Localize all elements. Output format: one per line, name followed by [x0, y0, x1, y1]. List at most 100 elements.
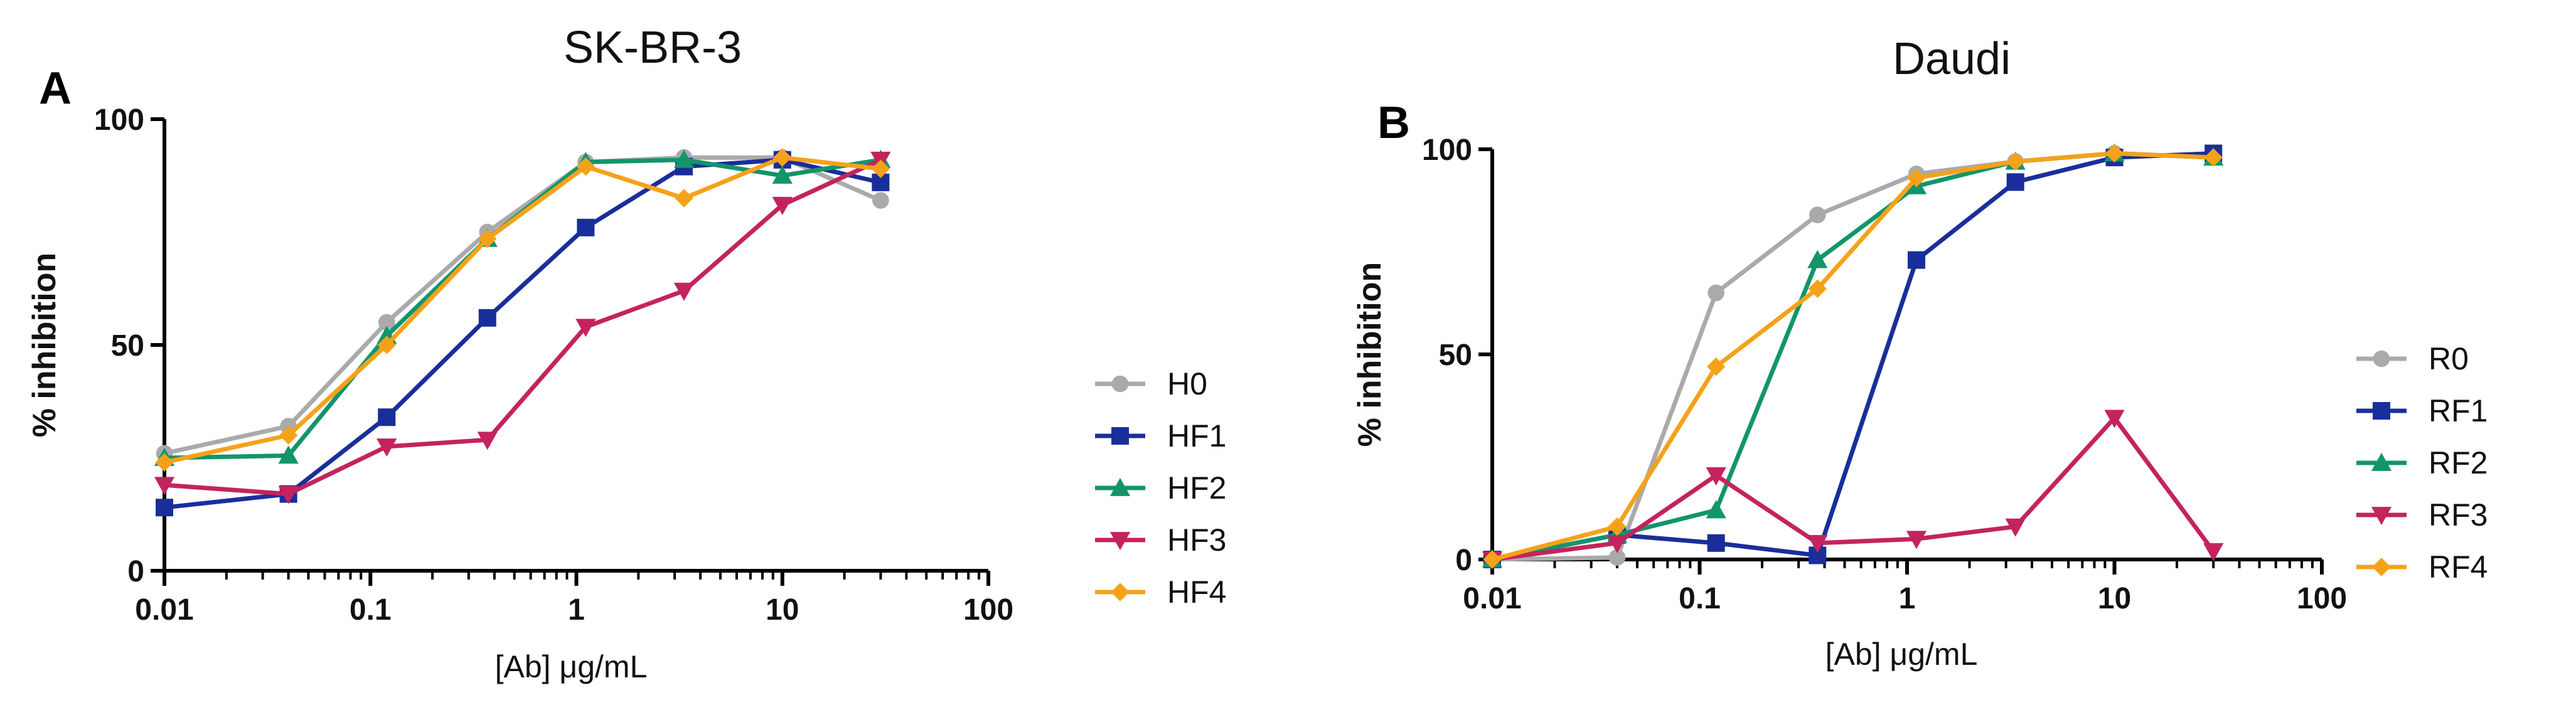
- legend-entry-h0: H0: [1095, 366, 1207, 401]
- y-tick-label: 0: [1455, 544, 1472, 577]
- series-line-hf3: [164, 157, 882, 497]
- data-point: [155, 453, 174, 472]
- x-axis-label: [Ab] μg/mL: [1825, 637, 1978, 672]
- legend-marker: [2373, 350, 2390, 368]
- legend-marker: [1109, 532, 1131, 551]
- legend-label: HF2: [1167, 470, 1226, 506]
- data-point: [1907, 169, 1926, 188]
- x-tick-label: 0.01: [1463, 582, 1521, 615]
- data-point: [1807, 250, 1828, 268]
- data-point: [378, 408, 396, 427]
- data-point: [377, 336, 396, 354]
- x-tick-label: 10: [2098, 582, 2131, 615]
- data-point: [1708, 284, 1724, 302]
- series-line-r0: [1492, 151, 2214, 562]
- data-point: [377, 438, 397, 457]
- data-point: [1608, 549, 1626, 566]
- x-tick-label: 100: [963, 593, 1013, 627]
- legend-label: HF4: [1167, 575, 1226, 610]
- data-point: [278, 485, 299, 504]
- legend-marker: [2371, 507, 2392, 526]
- legend-label: RF4: [2429, 549, 2488, 585]
- series-line-rf4: [1492, 151, 2214, 562]
- legend-entry-hf2: HF2: [1095, 470, 1226, 506]
- legend-label: RF3: [2429, 497, 2488, 532]
- legend-marker: [1109, 477, 1131, 496]
- series-line-hf4: [164, 155, 881, 465]
- data-point: [576, 157, 596, 176]
- series-line-hf1: [164, 157, 882, 510]
- data-point: [1707, 534, 1725, 552]
- data-point: [2006, 173, 2024, 191]
- x-tick-label: 1: [568, 593, 585, 627]
- series-line-rf1: [1492, 151, 2214, 562]
- series-rf3: [1482, 410, 2224, 570]
- y-tick-label: 100: [94, 103, 144, 137]
- legend-marker: [1111, 375, 1129, 393]
- data-point: [154, 477, 175, 495]
- legend-entry-hf1: HF1: [1095, 418, 1226, 453]
- data-point: [871, 159, 890, 178]
- series-line-h0: [164, 155, 882, 456]
- legend-entry-r0: R0: [2356, 341, 2469, 376]
- panel-letter: A: [39, 63, 72, 114]
- data-point: [675, 189, 693, 208]
- data-point: [478, 230, 497, 248]
- series-hf4: [155, 148, 890, 472]
- data-point: [2005, 518, 2026, 537]
- y-tick-label: 50: [111, 329, 144, 363]
- data-point: [872, 192, 889, 209]
- legend-entry-rf2: RF2: [2356, 445, 2488, 480]
- series-hf3: [154, 151, 891, 504]
- data-point: [772, 196, 793, 215]
- y-tick-label: 100: [1422, 134, 1472, 167]
- x-tick-label: 0.1: [1679, 582, 1721, 615]
- x-tick-label: 0.1: [350, 593, 392, 627]
- chart-title: SK-BR-3: [564, 23, 742, 73]
- data-point: [673, 282, 695, 301]
- x-tick-label: 10: [766, 593, 799, 627]
- data-point: [2006, 152, 2025, 171]
- data-point: [772, 165, 793, 184]
- data-point: [2104, 410, 2125, 428]
- legend-label: RF2: [2429, 445, 2488, 480]
- data-point: [1808, 279, 1827, 299]
- x-tick-label: 1: [1899, 582, 1916, 615]
- chart-panel-b: Daudi B 0 50 100 0.01 0.1 1 10 100 [Ab] μg/mL % inh…: [1352, 34, 2488, 672]
- data-point: [1483, 550, 1502, 569]
- legend-entry-hf4: HF4: [1095, 575, 1226, 610]
- legend-label: R0: [2429, 341, 2469, 376]
- legend-marker: [2371, 452, 2392, 471]
- x-tick-label: 100: [2297, 582, 2347, 615]
- data-point: [673, 149, 695, 168]
- data-point: [1807, 534, 1828, 553]
- chart-title: Daudi: [1893, 34, 2011, 84]
- legend-entry-hf3: HF3: [1095, 522, 1226, 558]
- legend-marker: [2373, 402, 2390, 420]
- legend-label: RF1: [2429, 393, 2488, 428]
- x-tick-label: 0.01: [135, 593, 193, 627]
- data-point: [1706, 467, 1726, 486]
- legend-label: HF3: [1167, 522, 1226, 558]
- legend-label: H0: [1167, 366, 1207, 401]
- legend-entry-rf3: RF3: [2356, 497, 2488, 532]
- data-point: [2203, 543, 2224, 562]
- data-point: [575, 319, 596, 337]
- series-h0: [156, 149, 889, 462]
- series-rf4: [1483, 144, 2223, 569]
- data-point: [156, 499, 173, 517]
- legend-marker: [1111, 427, 1129, 445]
- chart-panel-a: SK-BR-3 A 0 50 100 0.01 0.1 1 10 100 [Ab] μg/mL % i…: [26, 23, 1226, 684]
- data-point: [1907, 251, 1925, 269]
- y-axis-label: % inhibition: [26, 253, 63, 438]
- legend-label: HF1: [1167, 418, 1226, 453]
- data-point: [577, 218, 595, 236]
- legend-marker: [2372, 558, 2391, 576]
- y-tick-label: 50: [1439, 339, 1472, 372]
- legend-entry-rf4: RF4: [2356, 549, 2488, 585]
- data-point: [1706, 357, 1726, 376]
- series-r0: [1483, 145, 2222, 568]
- data-point: [773, 148, 792, 167]
- data-point: [2105, 144, 2124, 163]
